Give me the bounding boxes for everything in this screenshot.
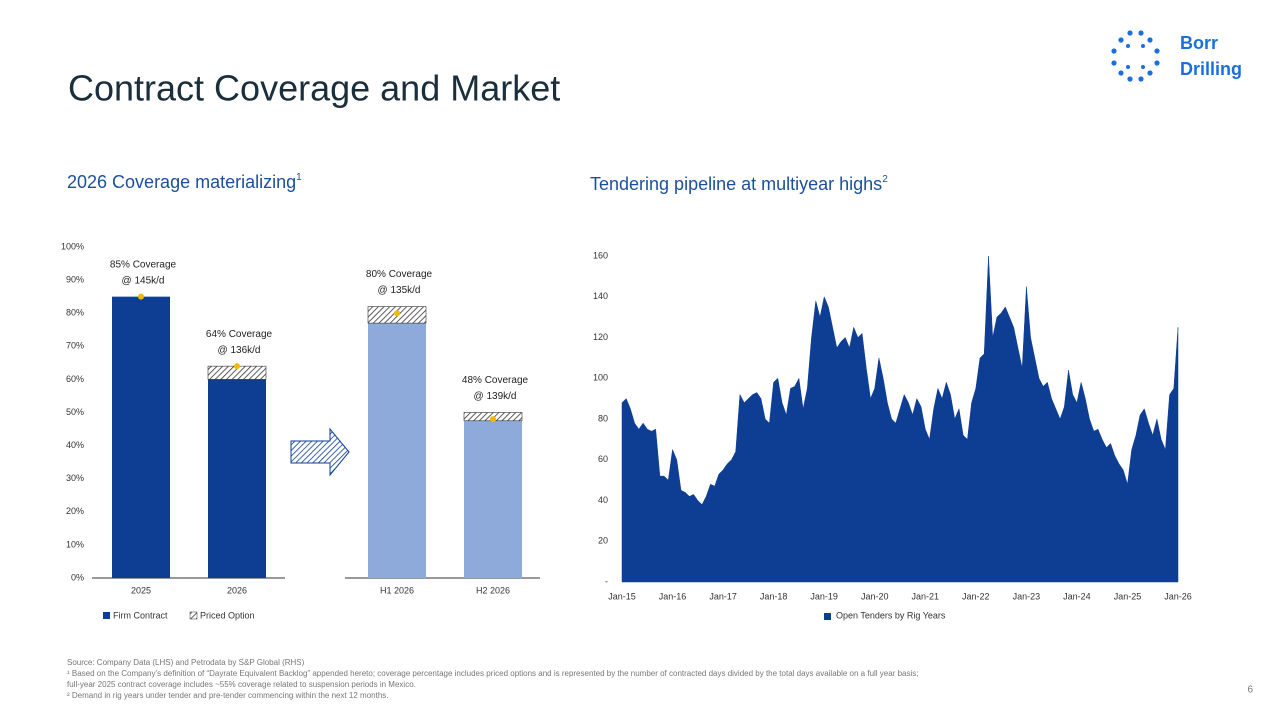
chart-title: 2026 Coverage materializing1 — [67, 172, 302, 192]
y-tick-label: 100% — [61, 241, 84, 251]
logo-text: Borr — [1180, 33, 1218, 53]
y-tick-label: 140 — [593, 291, 608, 301]
y-tick-label: 80% — [66, 308, 84, 318]
y-tick-label: - — [605, 576, 608, 586]
chart-title-text: Tendering pipeline at multiyear highs — [590, 174, 882, 194]
annotation: @ 139k/d — [474, 391, 517, 402]
footnote: Source: Company Data (LHS) and Petrodata… — [67, 658, 305, 667]
y-tick-label: 160 — [593, 250, 608, 260]
logo: Borr Drilling — [1111, 30, 1242, 82]
legend-swatch — [189, 611, 198, 620]
y-tick-label: 50% — [66, 407, 84, 417]
coverage-dot — [234, 363, 240, 370]
coverage-dot — [490, 416, 496, 423]
annotation: @ 145k/d — [122, 275, 165, 286]
bar-segment — [368, 323, 426, 578]
y-tick-label: 70% — [66, 341, 84, 351]
coverage-dot — [138, 293, 144, 300]
footnote: full-year 2025 contract coverage include… — [67, 680, 416, 689]
x-tick-label: Jan-21 — [912, 591, 940, 601]
y-tick-label: 40% — [66, 440, 84, 450]
y-tick-label: 80 — [598, 413, 608, 423]
x-tick-label: Jan-16 — [659, 591, 687, 601]
x-tick-label: Jan-19 — [810, 591, 838, 601]
y-tick-label: 60 — [598, 454, 608, 464]
x-tick-label: Jan-22 — [962, 591, 990, 601]
x-tick-label: H1 2026 — [380, 585, 414, 595]
footnote-ref: 2 — [882, 174, 888, 185]
y-tick-label: 90% — [66, 274, 84, 284]
chart-title: Tendering pipeline at multiyear highs2 — [590, 174, 888, 194]
chart-title-text: 2026 Coverage materializing — [67, 172, 296, 192]
legend-swatch — [103, 612, 110, 619]
x-tick-label: Jan-26 — [1164, 591, 1192, 601]
slide-title: Contract Coverage and Market — [68, 68, 560, 109]
bar-segment — [112, 296, 170, 578]
x-tick-label: Jan-25 — [1114, 591, 1142, 601]
y-tick-label: 40 — [598, 495, 608, 505]
y-tick-label: 120 — [593, 332, 608, 342]
annotation: @ 135k/d — [378, 285, 421, 296]
x-tick-label: Jan-23 — [1013, 591, 1041, 601]
footnote-ref: 1 — [296, 172, 302, 183]
arrow — [290, 427, 350, 477]
footnote: ¹ Based on the Company’s definition of “… — [67, 669, 918, 678]
area — [621, 255, 1179, 583]
annotation: 48% Coverage — [462, 375, 529, 386]
y-tick-label: 100 — [593, 373, 608, 383]
x-tick-label: Jan-17 — [709, 591, 737, 601]
legend-swatch — [824, 613, 831, 620]
coverage-dot — [394, 310, 400, 317]
y-tick-label: 20% — [66, 506, 84, 516]
legend-label: Priced Option — [200, 610, 255, 620]
legend-label: Firm Contract — [113, 610, 168, 620]
bar-segment — [208, 379, 266, 578]
y-tick-label: 10% — [66, 539, 84, 549]
x-tick-label: 2026 — [227, 585, 247, 595]
x-tick-label: Jan-24 — [1063, 591, 1091, 601]
annotation: 64% Coverage — [206, 329, 273, 340]
y-tick-label: 0% — [71, 572, 84, 582]
x-tick-label: Jan-20 — [861, 591, 889, 601]
logo-text: Drilling — [1180, 59, 1242, 79]
x-tick-label: 2025 — [131, 585, 151, 595]
x-tick-label: Jan-15 — [608, 591, 636, 601]
y-tick-label: 60% — [66, 374, 84, 384]
bar-segment — [464, 420, 522, 578]
footnote: ² Demand in rig years under tender and p… — [67, 691, 389, 700]
x-tick-label: Jan-18 — [760, 591, 788, 601]
y-tick-label: 30% — [66, 473, 84, 483]
annotation: 80% Coverage — [366, 269, 433, 280]
annotation: @ 136k/d — [218, 345, 261, 356]
annotation: 85% Coverage — [110, 259, 177, 270]
page-number: 6 — [1247, 685, 1253, 696]
y-tick-label: 20 — [598, 536, 608, 546]
legend-label: Open Tenders by Rig Years — [836, 610, 946, 620]
x-tick-label: H2 2026 — [476, 585, 510, 595]
